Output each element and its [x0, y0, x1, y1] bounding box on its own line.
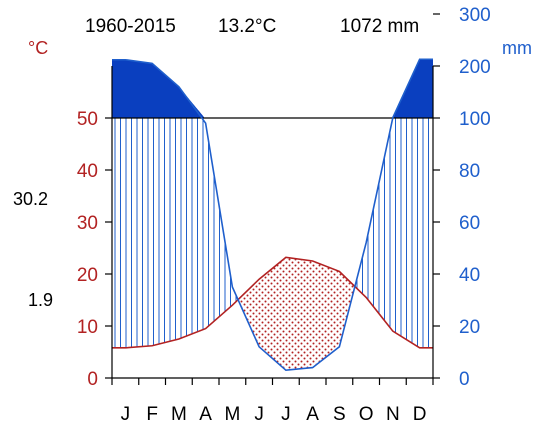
month-label: J [121, 404, 131, 425]
temperature-line [112, 256, 433, 349]
month-label: N [386, 404, 400, 425]
precipitation-tick-label: 60 [459, 213, 480, 234]
precipitation-tick-label: 100 [459, 109, 491, 130]
temperature-tick-label: 30 [77, 213, 98, 234]
precipitation-tick-label: 0 [459, 369, 470, 390]
precipitation-line [112, 58, 433, 372]
precipitation-tick-label: 300 [459, 5, 491, 26]
month-label: J [281, 404, 291, 425]
min-temperature-label: 1.9 [28, 290, 53, 310]
temperature-unit-label: °C [28, 38, 48, 58]
month-label: M [224, 404, 240, 425]
month-label: A [306, 404, 319, 425]
temperature-tick-label: 40 [77, 161, 98, 182]
precipitation-tick-label: 40 [459, 265, 480, 286]
annual-precipitation-label: 1072 mm [340, 16, 419, 37]
month-label: M [171, 404, 187, 425]
humid-hatching [114, 118, 429, 348]
month-label: D [413, 404, 427, 425]
temperature-tick-label: 0 [87, 369, 98, 390]
month-label: F [146, 404, 158, 425]
arid-area [239, 257, 354, 371]
perhumid-area [112, 59, 204, 118]
temperature-tick-label: 20 [77, 265, 98, 286]
plot-area [112, 58, 433, 372]
perhumid-area [393, 59, 433, 118]
precipitation-tick-label: 200 [459, 57, 491, 78]
precipitation-unit-label: mm [502, 38, 532, 58]
month-label: O [359, 404, 374, 425]
month-label: S [333, 404, 346, 425]
temperature-tick-label: 10 [77, 317, 98, 338]
mean-temperature-label: 13.2°C [218, 16, 276, 37]
precipitation-tick-label: 80 [459, 161, 480, 182]
month-label: A [199, 404, 212, 425]
period-label: 1960-2015 [85, 16, 176, 37]
max-temperature-label: 30.2 [13, 189, 48, 209]
month-label: J [254, 404, 264, 425]
precipitation-tick-label: 20 [459, 317, 480, 338]
temperature-tick-label: 50 [77, 109, 98, 130]
